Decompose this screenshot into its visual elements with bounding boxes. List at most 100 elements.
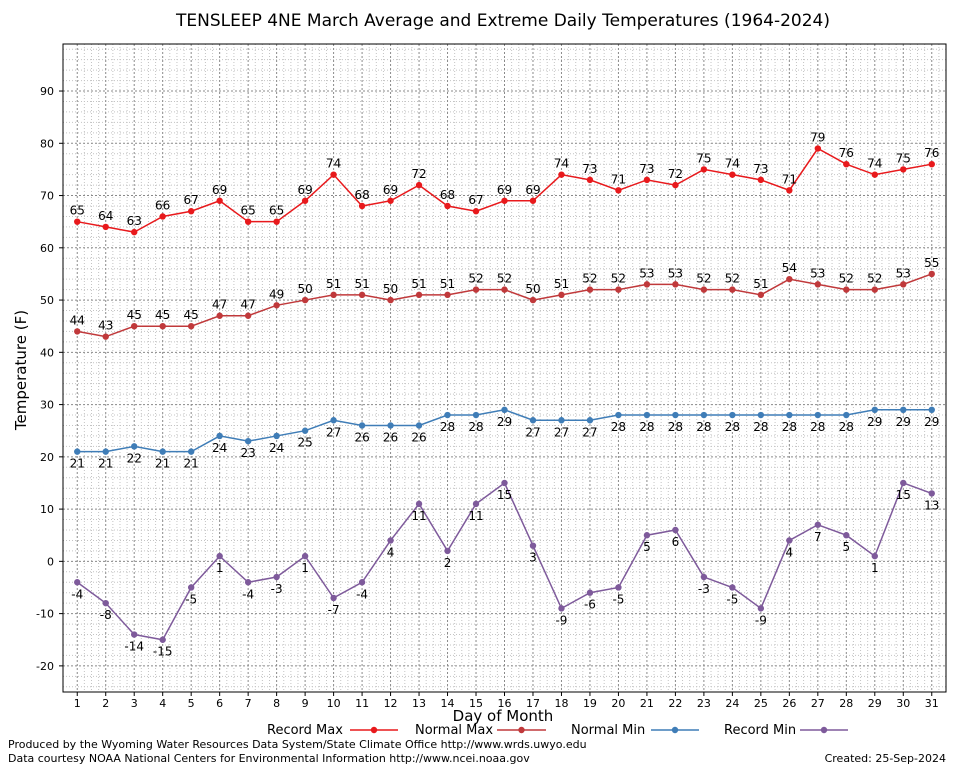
y-tick-label: 50 bbox=[40, 294, 54, 307]
data-label: -5 bbox=[185, 592, 197, 606]
data-point bbox=[102, 223, 109, 231]
data-point bbox=[729, 411, 736, 419]
data-point bbox=[301, 427, 309, 434]
legend-label: Normal Max bbox=[415, 723, 493, 738]
data-point bbox=[273, 218, 280, 225]
data-label: 54 bbox=[782, 261, 797, 275]
y-tick-label: 90 bbox=[40, 85, 54, 98]
data-label: 6 bbox=[672, 535, 680, 549]
data-label: 3 bbox=[529, 551, 537, 565]
data-label: 71 bbox=[782, 172, 797, 186]
data-label: 69 bbox=[297, 183, 312, 197]
footer-created: Created: 25-Sep-2024 bbox=[824, 752, 946, 765]
data-point bbox=[928, 160, 935, 168]
data-label: 69 bbox=[383, 183, 398, 197]
data-point bbox=[358, 579, 366, 586]
data-label: -5 bbox=[612, 592, 624, 606]
data-point bbox=[814, 411, 822, 419]
data-point bbox=[643, 281, 651, 288]
y-tick-label: -20 bbox=[36, 660, 54, 673]
data-label: 28 bbox=[639, 420, 654, 434]
series-normal-min: 21 21 22 21 21 24 23 24 25 27 26 26 26 28 28 29 27 27 27 28… bbox=[70, 406, 939, 471]
x-tick-label: 12 bbox=[384, 697, 398, 710]
data-point bbox=[700, 166, 708, 173]
x-tick-label: 5 bbox=[188, 697, 195, 710]
data-point bbox=[814, 281, 822, 288]
data-label: 47 bbox=[241, 298, 256, 312]
data-point bbox=[187, 448, 195, 455]
data-label: 43 bbox=[98, 319, 113, 333]
data-label: 4 bbox=[387, 545, 395, 559]
data-label: 50 bbox=[525, 282, 540, 296]
data-label: 50 bbox=[383, 282, 398, 296]
data-label: 5 bbox=[842, 540, 850, 554]
legend-label: Normal Min bbox=[571, 723, 645, 738]
data-label: 51 bbox=[554, 277, 569, 291]
data-label: 15 bbox=[497, 488, 512, 502]
x-tick-label: 22 bbox=[668, 697, 682, 710]
data-label: 68 bbox=[354, 188, 369, 202]
data-point bbox=[131, 631, 138, 638]
data-label: -6 bbox=[584, 598, 596, 612]
data-point bbox=[330, 291, 337, 299]
x-tick-label: 18 bbox=[554, 697, 568, 710]
data-label: 26 bbox=[411, 430, 426, 444]
x-tick-label: 11 bbox=[355, 697, 369, 710]
data-point bbox=[843, 160, 850, 168]
legend: Record Max Normal Max Normal Min Record Min bbox=[267, 723, 848, 738]
data-label: 65 bbox=[269, 204, 284, 218]
data-label: 52 bbox=[611, 272, 626, 286]
legend-item: Record Max bbox=[267, 723, 398, 738]
data-point bbox=[900, 479, 907, 487]
data-point bbox=[757, 291, 765, 299]
x-tick-label: 6 bbox=[216, 697, 223, 710]
data-point bbox=[273, 573, 280, 581]
data-point bbox=[415, 181, 423, 189]
data-label: 45 bbox=[127, 308, 142, 322]
data-label: 75 bbox=[896, 151, 911, 165]
data-label: 74 bbox=[326, 157, 341, 171]
data-label: 68 bbox=[440, 188, 455, 202]
x-tick-label: 14 bbox=[441, 697, 455, 710]
data-point bbox=[786, 411, 793, 419]
data-label: 4 bbox=[786, 545, 794, 559]
data-point bbox=[529, 542, 537, 549]
data-label: -9 bbox=[755, 613, 767, 627]
data-point bbox=[928, 490, 935, 497]
data-point bbox=[444, 291, 451, 299]
data-label: 24 bbox=[212, 441, 227, 455]
data-label: 25 bbox=[297, 436, 312, 450]
data-point bbox=[273, 432, 280, 440]
data-point bbox=[900, 281, 907, 288]
y-tick-label: 70 bbox=[40, 190, 54, 203]
data-label: 1 bbox=[216, 561, 224, 575]
data-point bbox=[786, 187, 793, 194]
x-tick-label: 4 bbox=[159, 697, 166, 710]
data-point bbox=[358, 422, 366, 429]
y-tick-label: 20 bbox=[40, 451, 54, 464]
data-point bbox=[814, 145, 822, 152]
data-label: 51 bbox=[753, 277, 768, 291]
legend-label: Record Max bbox=[267, 723, 343, 738]
data-point bbox=[244, 579, 252, 586]
legend-marker bbox=[370, 726, 378, 734]
data-point bbox=[615, 286, 622, 293]
x-tick-label: 25 bbox=[754, 697, 768, 710]
data-point bbox=[415, 422, 423, 429]
data-label: 21 bbox=[70, 457, 85, 471]
data-label: 66 bbox=[155, 198, 170, 212]
data-point bbox=[131, 443, 138, 450]
data-label: 69 bbox=[525, 183, 540, 197]
data-label: 67 bbox=[184, 193, 199, 207]
data-point bbox=[928, 270, 935, 278]
data-label: 11 bbox=[468, 509, 483, 523]
data-point bbox=[159, 213, 166, 220]
x-tick-label: 15 bbox=[469, 697, 483, 710]
data-point bbox=[301, 296, 309, 304]
data-label: 26 bbox=[383, 430, 398, 444]
data-label: 51 bbox=[411, 277, 426, 291]
data-point bbox=[159, 322, 166, 330]
data-point bbox=[843, 286, 850, 293]
